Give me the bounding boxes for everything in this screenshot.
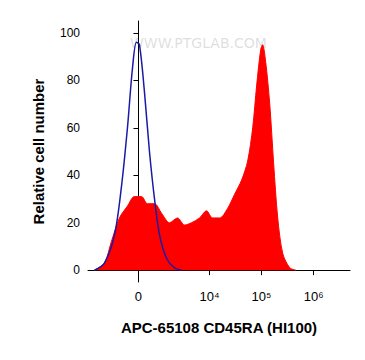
svg-text:Relative cell number: Relative cell number: [30, 78, 47, 224]
svg-text:40: 40: [67, 168, 81, 182]
svg-text:10⁶: 10⁶: [304, 289, 324, 304]
svg-text:10⁵: 10⁵: [252, 289, 272, 304]
svg-text:0: 0: [135, 289, 142, 304]
svg-text:100: 100: [60, 26, 80, 40]
svg-text:20: 20: [67, 216, 81, 230]
svg-text:80: 80: [67, 73, 81, 87]
svg-text:60: 60: [67, 121, 81, 135]
svg-text:APC-65108 CD45RA (HI100): APC-65108 CD45RA (HI100): [121, 319, 317, 336]
svg-text:10⁴: 10⁴: [199, 289, 219, 304]
svg-text:0: 0: [73, 263, 80, 277]
svg-text:WWW.PTGLAB.COM: WWW.PTGLAB.COM: [130, 35, 267, 51]
